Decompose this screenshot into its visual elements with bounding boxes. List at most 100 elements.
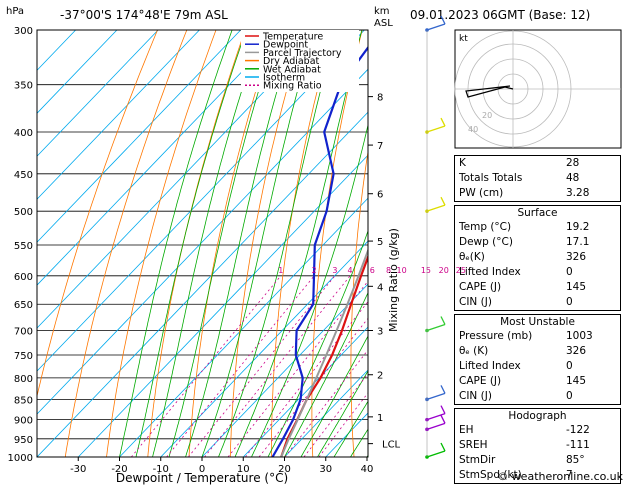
- km-tick-label: 4: [377, 282, 383, 293]
- most-unstable-value: 145: [566, 374, 616, 389]
- surface-row: Temp (°C)19.2: [455, 220, 620, 235]
- asl-unit: ASL: [374, 18, 393, 29]
- surface-key: θₑ(K): [459, 250, 485, 265]
- mixing-ratio-tick-label: 1: [278, 266, 283, 275]
- mixing-ratio-line: [259, 276, 402, 457]
- most-unstable-key: CIN (J): [459, 389, 492, 404]
- most-unstable-row: CAPE (J) 145: [455, 374, 620, 389]
- surface-key: Dewp (°C): [459, 235, 513, 250]
- km-tick-label: 6: [377, 190, 383, 201]
- surface-row: Dewp (°C) 17.1: [455, 235, 620, 250]
- pressure-tick-label: 950: [14, 435, 33, 446]
- index-row: PW (cm)3.28: [455, 186, 620, 201]
- x-tick-label: 30: [319, 464, 332, 475]
- index-row: K 28: [455, 156, 620, 171]
- most-unstable-title: Most Unstable: [455, 315, 620, 329]
- most-unstable-value: 326: [566, 344, 616, 359]
- dry-adiabat-line: [65, 30, 187, 457]
- left-unit: hPa: [6, 6, 24, 17]
- most-unstable-row: θₑ (K)326: [455, 344, 620, 359]
- x-tick-label: 40: [361, 464, 374, 475]
- wind-barbs: [425, 16, 445, 459]
- surface-value: 145: [566, 280, 616, 295]
- hodograph-title: Hodograph: [455, 409, 620, 423]
- wind-barb: [427, 126, 445, 132]
- km-unit: km: [374, 6, 390, 17]
- mixing-ratio-tick-label: 20: [439, 266, 449, 275]
- dry-adiabat-line: [624, 30, 629, 457]
- wind-barb: [427, 393, 445, 399]
- pressure-tick-label: 700: [14, 327, 33, 338]
- index-key: K: [459, 156, 466, 171]
- isotherm-line: [0, 30, 323, 457]
- isotherm-line: [0, 30, 406, 457]
- mixing-ratio-tick-label: 6: [370, 266, 375, 275]
- most-unstable-key: CAPE (J): [459, 374, 501, 389]
- index-value: 48: [566, 171, 616, 186]
- pressure-tick-label: 350: [14, 81, 33, 92]
- wet-adiabat-line: [136, 30, 246, 457]
- isotherm-line: [78, 30, 488, 457]
- km-tick-label: 1: [377, 413, 383, 424]
- pressure-tick-label: 1000: [8, 453, 33, 464]
- x-tick-label: -30: [70, 464, 86, 475]
- hodograph-value: 85°: [566, 453, 616, 468]
- pressure-tick-label: 300: [14, 26, 33, 37]
- index-row: Totals Totals 48: [455, 171, 620, 186]
- surface-value: 17.1: [566, 235, 616, 250]
- dry-adiabat-line: [425, 30, 450, 457]
- surface-row: CAPE (J) 145: [455, 280, 620, 295]
- pressure-tick-label: 800: [14, 374, 33, 385]
- most-unstable-key: Lifted Index: [459, 359, 521, 374]
- pressure-tick-label: 650: [14, 300, 33, 311]
- pressure-tick-label: 850: [14, 395, 33, 406]
- surface-value: 19.2: [566, 220, 616, 235]
- index-value: 28: [566, 156, 616, 171]
- km-tick-label: 8: [377, 93, 383, 104]
- surface-row: CIN (J)0: [455, 295, 620, 310]
- surface-key: CIN (J): [459, 295, 492, 310]
- pressure-tick-label: 750: [14, 351, 33, 362]
- wind-barb-flag: [441, 317, 445, 325]
- hodograph-value: -122: [566, 423, 616, 438]
- hodograph-key: EH: [459, 423, 474, 438]
- km-tick-label: 7: [377, 141, 383, 152]
- wind-barb: [427, 423, 445, 429]
- mixing-ratio-line: [285, 276, 426, 457]
- mixing-ratio-label: Mixing Ratio (g/kg): [387, 228, 400, 332]
- hodograph-unit-label: kt: [459, 34, 468, 44]
- dry-adiabat-line: [351, 30, 392, 457]
- hodograph-row: SREH-111: [455, 438, 620, 453]
- wind-barb-flag: [441, 385, 445, 393]
- surface-row: θₑ(K)326: [455, 250, 620, 265]
- wind-barb-flag: [441, 197, 445, 205]
- most-unstable-value: 1003: [566, 329, 616, 344]
- mixing-ratio-line: [304, 276, 444, 457]
- mixing-ratio-tick-label: 15: [421, 266, 431, 275]
- wind-barb: [427, 451, 445, 457]
- most-unstable-key: Pressure (mb): [459, 329, 532, 344]
- wind-barb-flag: [441, 443, 445, 451]
- wind-barb-flag: [441, 406, 445, 414]
- wind-barb: [427, 205, 445, 211]
- series-dewpoint: [273, 30, 381, 457]
- index-key: PW (cm): [459, 186, 503, 201]
- surface-key: CAPE (J): [459, 280, 501, 295]
- wet-adiabat-line: [219, 30, 337, 457]
- pressure-tick-label: 450: [14, 170, 33, 181]
- index-key: Totals Totals: [459, 171, 522, 186]
- km-tick-label: 3: [377, 327, 383, 338]
- surface-key: Lifted Index: [459, 265, 521, 280]
- most-unstable-value: 0: [566, 359, 616, 374]
- pressure-tick-label: 600: [14, 272, 33, 283]
- pressure-tick-label: 550: [14, 241, 33, 252]
- dry-adiabat-line: [230, 30, 303, 457]
- legend-label: Mixing Ratio: [263, 81, 322, 92]
